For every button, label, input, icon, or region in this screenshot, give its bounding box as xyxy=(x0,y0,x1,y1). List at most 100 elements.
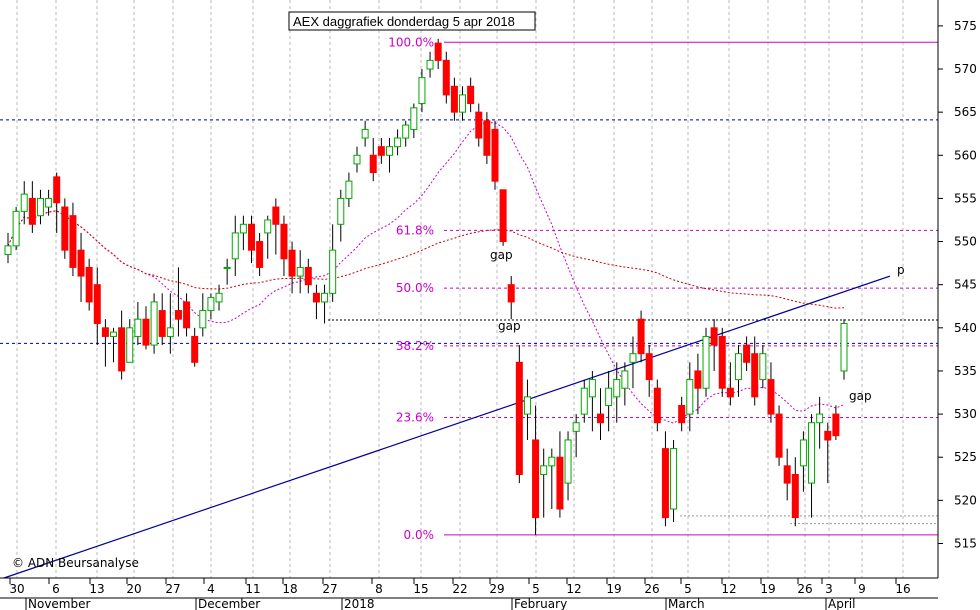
candle-body xyxy=(824,430,832,441)
candle-body xyxy=(28,197,36,225)
candle xyxy=(799,431,807,492)
y-tick-label: 525 xyxy=(954,450,977,464)
candle-body xyxy=(580,387,588,415)
y-tick-label: 565 xyxy=(954,105,977,119)
candle-body xyxy=(726,387,734,398)
candle-body xyxy=(264,219,272,234)
candle-body xyxy=(840,323,848,372)
candle-body xyxy=(799,439,807,467)
month-label: April xyxy=(828,597,855,610)
candle xyxy=(540,448,548,518)
candle xyxy=(231,215,239,277)
candle xyxy=(69,202,77,277)
candle xyxy=(53,172,61,233)
candle xyxy=(247,215,255,264)
chart-title: AEX daggrafiek donderdag 5 apr 2018 xyxy=(293,14,515,29)
candle-body xyxy=(637,318,645,355)
candle-body xyxy=(734,353,742,381)
candle xyxy=(572,414,580,458)
watermark: © ADN Beursanalyse xyxy=(12,556,139,570)
candle xyxy=(20,181,28,225)
candle xyxy=(28,181,36,233)
candle-body xyxy=(402,124,410,139)
fib-label: 38.2% xyxy=(396,339,434,353)
candle xyxy=(215,284,223,311)
candle xyxy=(605,370,613,432)
candle-body xyxy=(816,413,824,424)
candle-body xyxy=(345,180,353,199)
candle xyxy=(467,77,475,113)
candle-body xyxy=(191,335,199,363)
candle xyxy=(361,120,369,147)
candle-body xyxy=(597,413,605,424)
candle-body xyxy=(686,379,694,415)
candle xyxy=(77,232,85,302)
candle-body xyxy=(183,301,191,329)
candle-body xyxy=(304,266,312,286)
candle-body xyxy=(718,335,726,389)
candle-body xyxy=(410,107,418,130)
candle-body xyxy=(142,318,150,346)
candle xyxy=(491,120,499,190)
candle-body xyxy=(126,327,134,363)
candle-body xyxy=(207,297,215,312)
candle-body xyxy=(475,111,483,139)
candle xyxy=(653,379,661,432)
candle-body xyxy=(515,361,523,475)
candle-body xyxy=(296,266,304,277)
candle xyxy=(459,86,467,121)
candle-body xyxy=(783,465,791,484)
candle-body xyxy=(223,266,231,269)
candle xyxy=(158,293,166,346)
candle xyxy=(93,267,101,346)
candle xyxy=(110,327,118,363)
candle-body xyxy=(385,146,393,156)
moving-averages xyxy=(7,122,845,424)
x-tick-label: 30 xyxy=(9,582,24,596)
gap-annotation: gap xyxy=(498,319,521,333)
candle xyxy=(548,448,556,509)
candle xyxy=(767,362,775,423)
candle xyxy=(670,439,678,522)
x-tick-label: 18 xyxy=(282,582,297,596)
x-tick-label: 20 xyxy=(126,582,141,596)
candle xyxy=(304,258,312,294)
candle-body xyxy=(256,241,264,268)
fib-label: 100.0% xyxy=(388,35,434,49)
candle xyxy=(450,77,458,121)
candle xyxy=(410,103,418,139)
candle xyxy=(256,232,264,277)
candle-body xyxy=(613,379,621,398)
candle-body xyxy=(69,215,77,268)
candle xyxy=(345,172,353,208)
x-tick-label: 22 xyxy=(452,582,467,596)
candle xyxy=(418,69,426,113)
candle-body xyxy=(377,146,385,156)
candle xyxy=(312,284,320,320)
candle xyxy=(101,319,109,367)
candle xyxy=(426,51,434,78)
candle xyxy=(353,146,361,173)
candle xyxy=(483,112,491,164)
candle xyxy=(166,293,174,354)
candle xyxy=(702,327,710,397)
candle-body xyxy=(767,379,775,415)
candle-body xyxy=(491,128,499,182)
fib-label: 61.8% xyxy=(396,223,434,237)
candle xyxy=(580,379,588,423)
candle xyxy=(629,336,637,389)
x-tick-label: 16 xyxy=(895,582,910,596)
candle xyxy=(678,396,686,432)
candle xyxy=(296,250,304,294)
candles xyxy=(4,38,848,535)
candle-body xyxy=(394,137,402,148)
candle xyxy=(280,215,288,277)
fib-label: 0.0% xyxy=(404,528,435,542)
y-tick-label: 515 xyxy=(954,536,977,550)
candle-body xyxy=(110,331,118,337)
candle-body xyxy=(434,42,442,61)
candle-body xyxy=(20,193,28,212)
y-tick-label: 535 xyxy=(954,364,977,378)
